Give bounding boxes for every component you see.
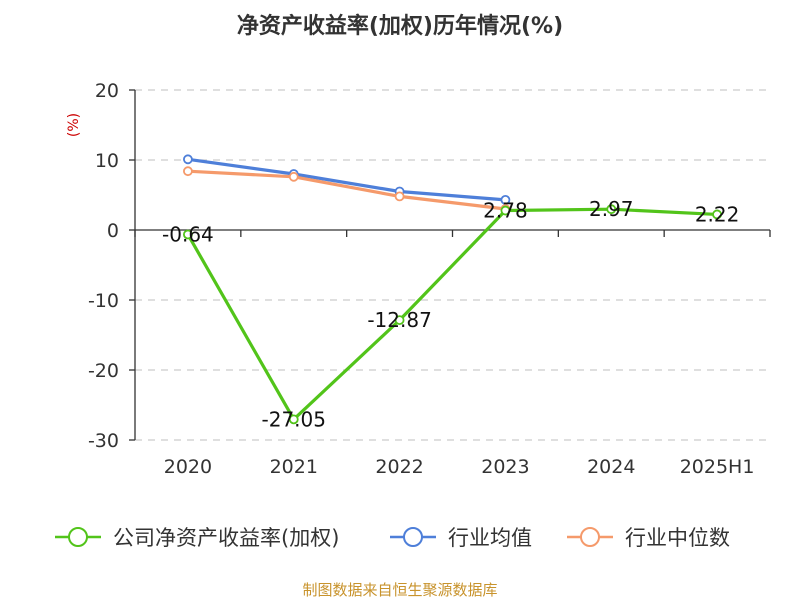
data-labels: -0.64 -27.05 -12.87 2.78 2.97 2.22 bbox=[162, 197, 739, 431]
data-point bbox=[288, 414, 299, 425]
data-label: 2.22 bbox=[695, 202, 740, 226]
data-point bbox=[394, 315, 405, 325]
y-tick-label: 0 bbox=[107, 220, 119, 242]
data-point bbox=[712, 209, 722, 220]
y-tick-label: 20 bbox=[95, 80, 119, 102]
data-point bbox=[500, 194, 511, 205]
series-line bbox=[186, 207, 719, 421]
gridlines bbox=[135, 89, 770, 441]
x-tick-label: 2024 bbox=[587, 456, 635, 478]
data-point bbox=[500, 205, 511, 216]
x-tick-label: 2021 bbox=[270, 456, 318, 478]
y-tick-label: -30 bbox=[88, 430, 119, 452]
legend: 公司净资产收益率(加权) 行业均值 行业中位数 bbox=[55, 526, 730, 550]
axes bbox=[129, 89, 771, 441]
x-tick-labels: 2020 2021 2022 2023 2024 2025H1 bbox=[164, 456, 755, 478]
y-tick-labels: 20 10 0 -10 -20 -30 bbox=[88, 80, 119, 452]
data-point bbox=[183, 166, 193, 177]
y-axis-label: (%) bbox=[66, 113, 82, 137]
series-line bbox=[186, 157, 508, 202]
data-label: 2.78 bbox=[483, 199, 528, 223]
legend-marker bbox=[580, 527, 600, 547]
data-point bbox=[394, 191, 405, 202]
data-point bbox=[183, 154, 193, 165]
legend-label: 行业中位数 bbox=[625, 526, 730, 550]
x-tick-label: 2020 bbox=[164, 456, 212, 478]
x-tick-label: 2023 bbox=[481, 456, 529, 478]
data-point bbox=[606, 204, 617, 215]
data-label: -12.87 bbox=[367, 308, 431, 332]
legend-label: 行业均值 bbox=[448, 526, 532, 550]
y-tick-label: -10 bbox=[88, 290, 119, 312]
legend-marker bbox=[403, 527, 423, 547]
source-note: 制图数据来自恒生聚源数据库 bbox=[302, 581, 497, 599]
series-lines bbox=[183, 154, 722, 425]
legend-marker bbox=[68, 527, 88, 547]
data-label: -0.64 bbox=[162, 222, 214, 246]
y-tick-label: -20 bbox=[88, 360, 119, 382]
data-label: 2.97 bbox=[589, 197, 634, 221]
data-point bbox=[183, 229, 193, 240]
legend-label: 公司净资产收益率(加权) bbox=[113, 526, 339, 550]
y-tick-label: 10 bbox=[95, 150, 119, 172]
x-tick-label: 2022 bbox=[375, 456, 423, 478]
data-label: -27.05 bbox=[262, 407, 326, 431]
chart-title: 净资产收益率(加权)历年情况(%) bbox=[237, 13, 563, 39]
data-point bbox=[288, 171, 299, 182]
x-tick-label: 2025H1 bbox=[680, 456, 755, 478]
series-line bbox=[186, 169, 508, 211]
